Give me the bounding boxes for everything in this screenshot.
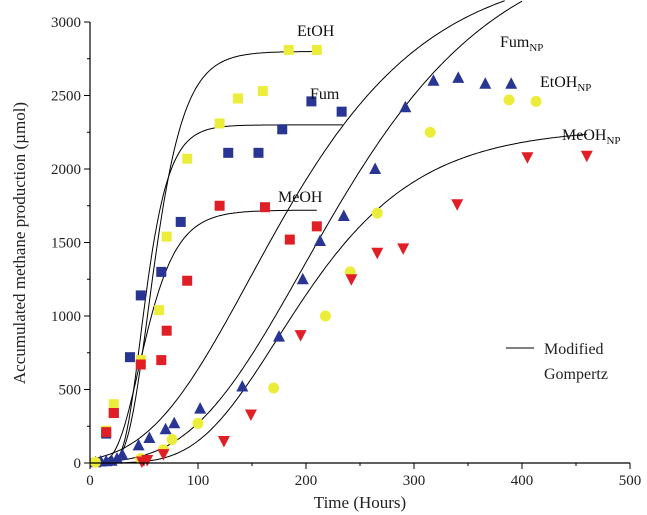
- x-tick-label: 0: [86, 473, 94, 489]
- data-point-etohnp: [89, 456, 101, 468]
- data-point-fum: [277, 124, 288, 135]
- data-point-fumnp: [337, 209, 350, 222]
- data-point-fum: [175, 216, 186, 227]
- data-point-meohnp: [217, 435, 230, 448]
- y-tick-label: 3000: [51, 15, 81, 31]
- data-point-fumnp: [159, 422, 172, 435]
- data-point-meoh: [182, 275, 193, 286]
- data-point-meohnp: [244, 409, 257, 421]
- series-label-meoh: MeOH: [278, 189, 323, 206]
- data-point-etohnp: [530, 95, 542, 107]
- data-point-fum: [306, 96, 317, 107]
- data-point-fum: [135, 290, 146, 301]
- data-point-meoh: [214, 200, 225, 211]
- data-point-fumnp: [479, 77, 492, 89]
- data-point-etohnp: [268, 382, 280, 394]
- data-point-meohnp: [157, 449, 170, 461]
- series-labels: EtOH Fum MeOH FumNP EtOHNP MeOHNP: [278, 23, 621, 206]
- legend: Modified Gompertz: [506, 341, 608, 383]
- data-point-etoh: [108, 399, 119, 410]
- y-tick-label: 1000: [51, 309, 81, 325]
- data-point-fum: [124, 352, 135, 363]
- data-point-fum: [156, 266, 167, 277]
- fit-curve-etoh: [90, 51, 317, 464]
- data-point-etoh: [182, 153, 193, 164]
- data-point-fumnp: [296, 272, 309, 285]
- data-point-fumnp: [452, 71, 465, 83]
- data-point-fumnp: [236, 380, 249, 392]
- data-point-etoh: [232, 93, 243, 104]
- data-point-fum: [253, 147, 264, 158]
- data-point-fumnp: [194, 402, 207, 414]
- y-tick-label: 1500: [51, 236, 81, 252]
- data-point-fumnp: [427, 74, 440, 86]
- data-point-fum: [336, 106, 347, 117]
- fit-curve-meohnp: [90, 133, 587, 464]
- y-axis-title: Accumulated methane production (µmol): [10, 102, 29, 384]
- data-point-meoh: [284, 234, 295, 245]
- data-point-meohnp: [451, 199, 464, 211]
- data-point-meoh: [259, 202, 270, 213]
- series-label-fumnp: FumNP: [500, 34, 543, 54]
- data-point-fumnp: [505, 77, 518, 89]
- x-tick-label: 100: [187, 473, 210, 489]
- series-label-etohnp: EtOHNP: [540, 74, 591, 94]
- data-point-etoh: [161, 231, 172, 242]
- fit-curve-meoh: [90, 209, 317, 464]
- data-point-etohnp: [424, 126, 436, 138]
- data-markers: [89, 44, 593, 469]
- x-tick-label: 500: [619, 473, 642, 489]
- data-point-etoh: [311, 44, 322, 55]
- series-label-fum: Fum: [310, 86, 340, 103]
- data-point-meohnp: [345, 274, 358, 286]
- data-point-fumnp: [369, 162, 382, 174]
- data-point-fumnp: [273, 330, 285, 342]
- data-point-etoh: [154, 305, 165, 316]
- data-point-etohnp: [166, 433, 178, 445]
- legend-label-line1: Modified: [544, 341, 604, 358]
- y-tick-label: 2500: [51, 89, 81, 105]
- series-label-meohnp: MeOHNP: [562, 127, 621, 147]
- fit-curve-etohnp: [89, 0, 523, 463]
- data-point-meoh: [161, 325, 172, 336]
- y-tick-label: 500: [59, 383, 82, 399]
- data-point-meohnp: [371, 247, 384, 260]
- fit-curve-fumnp: [89, 0, 505, 460]
- data-point-fumnp: [132, 438, 145, 451]
- y-tick-label: 0: [74, 456, 82, 472]
- data-point-fumnp: [143, 431, 156, 444]
- data-point-etohnp: [503, 94, 515, 106]
- axes: 0 100 200 300 400 500 0 500 1000 1500 2000 2500 3000: [51, 15, 641, 489]
- data-point-etoh: [257, 86, 268, 97]
- data-point-fumnp: [116, 448, 129, 460]
- x-tick-label: 300: [403, 473, 426, 489]
- data-point-meohnp: [397, 243, 410, 255]
- data-point-etohnp: [371, 207, 383, 219]
- data-point-fumnp: [314, 234, 327, 247]
- data-point-meohnp: [294, 330, 307, 342]
- x-axis-title: Time (Hours): [314, 493, 406, 512]
- data-point-meoh: [135, 359, 146, 370]
- data-point-meoh: [108, 408, 119, 419]
- series-label-etoh: EtOH: [297, 23, 335, 40]
- data-point-fumnp: [111, 452, 123, 464]
- data-point-fum: [223, 147, 234, 158]
- data-point-etohnp: [192, 417, 204, 429]
- x-tick-label: 400: [511, 473, 534, 489]
- data-point-etoh: [214, 118, 225, 129]
- data-point-etohnp: [319, 310, 331, 322]
- data-point-meohnp: [521, 152, 534, 164]
- data-point-meoh: [311, 221, 322, 232]
- data-point-etoh: [283, 44, 294, 55]
- data-point-meohnp: [580, 150, 593, 163]
- data-point-fumnp: [399, 100, 412, 113]
- data-point-fumnp: [168, 416, 181, 429]
- y-tick-label: 2000: [51, 162, 81, 178]
- x-tick-label: 200: [295, 473, 318, 489]
- data-point-meoh: [101, 427, 112, 438]
- data-point-meohnp: [141, 455, 154, 467]
- legend-label-line2: Gompertz: [544, 366, 608, 383]
- data-point-meoh: [156, 355, 167, 366]
